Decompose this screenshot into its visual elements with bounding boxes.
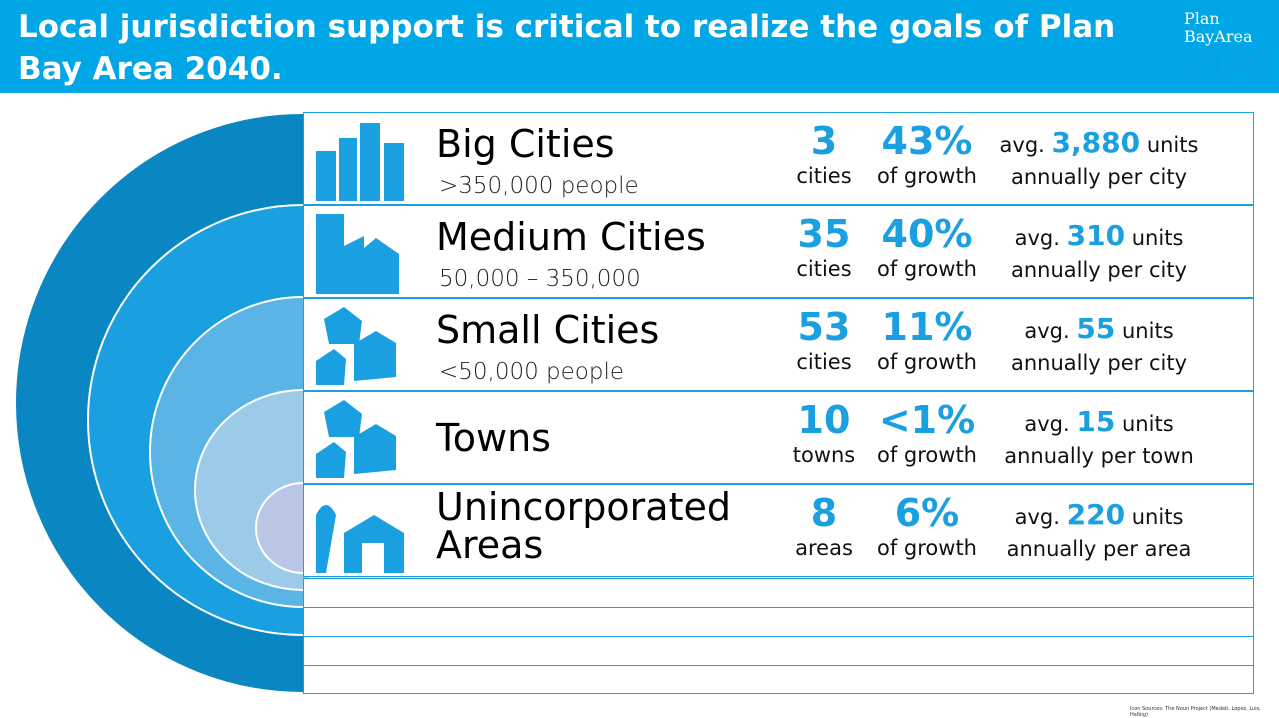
avg-unit: units — [1131, 226, 1184, 250]
logo-line: 2040 — [1184, 44, 1271, 84]
share: 6% of growth — [867, 491, 987, 561]
count: 10 towns — [774, 398, 874, 468]
count: 8 areas — [774, 491, 874, 561]
empty-row — [303, 665, 1254, 694]
avg-prefix: avg. — [1014, 226, 1060, 250]
share-value: 6% — [894, 491, 960, 535]
share-value: 40% — [881, 212, 973, 256]
share-label: of growth — [877, 536, 977, 560]
row-name: Medium Cities — [436, 215, 706, 259]
count: 35 cities — [774, 212, 874, 282]
share: 11% of growth — [867, 305, 987, 375]
logo-line: Plan — [1184, 9, 1220, 28]
count: 3 cities — [774, 119, 874, 189]
count-value: 10 — [797, 398, 851, 442]
avg-value: 310 — [1066, 219, 1126, 252]
empty-row — [303, 607, 1254, 637]
avg-line: avg. 3,880 units — [994, 127, 1204, 161]
avg-prefix: avg. — [1024, 412, 1070, 436]
avg-prefix: avg. — [999, 133, 1045, 157]
logo: Plan BayArea 2040 — [1184, 9, 1271, 84]
avg-unit: units — [1122, 319, 1174, 343]
count: 53 cities — [774, 305, 874, 375]
icon — [316, 123, 404, 201]
row: Big Cities >350,000 people 3 cities 43% of gr… — [303, 112, 1254, 205]
avg-label: annually per area — [1006, 537, 1192, 561]
row-subtitle: 50,000 – 350,000 — [439, 266, 641, 292]
footer: Icon Sources: The Noun Project (Medati, … — [1130, 706, 1261, 718]
count-label: areas — [795, 536, 853, 560]
row: Towns 10 towns <1% of growth avg. 15 units an… — [303, 391, 1254, 484]
average: avg. 15 units annually per town — [994, 406, 1204, 472]
average: avg. 220 units annually per area — [994, 499, 1204, 565]
count-value: 53 — [797, 305, 851, 349]
count-label: cities — [796, 350, 852, 374]
count-label: cities — [796, 257, 852, 281]
row-subtitle: >350,000 people — [439, 173, 639, 199]
share-label: of growth — [877, 164, 977, 188]
share-label: of growth — [877, 350, 977, 374]
row-name: Unincorporated Areas — [436, 485, 731, 567]
icon — [316, 400, 396, 478]
avg-unit: units — [1131, 505, 1184, 529]
avg-unit: units — [1146, 133, 1199, 157]
share: <1% of growth — [867, 398, 987, 468]
average: avg. 55 units annually per city — [994, 313, 1204, 379]
avg-line: avg. 55 units — [994, 313, 1204, 347]
header: Local jurisdiction support is critical t… — [0, 0, 1279, 93]
count-value: 3 — [810, 119, 838, 163]
avg-prefix: avg. — [1014, 505, 1060, 529]
row-subtitle: <50,000 people — [439, 359, 625, 385]
row-name: Small Cities — [436, 308, 660, 352]
avg-label: annually per town — [1004, 444, 1194, 468]
share-label: of growth — [877, 257, 977, 281]
arcs — [14, 112, 310, 694]
average: avg. 310 units annually per city — [994, 220, 1204, 286]
avg-value: 55 — [1076, 312, 1116, 345]
avg-label: annually per city — [1010, 351, 1188, 375]
row-name: Towns — [436, 416, 551, 460]
count-value: 8 — [810, 491, 838, 535]
share: 43% of growth — [867, 119, 987, 189]
count-label: cities — [796, 164, 852, 188]
title: Local jurisdiction support is critical t… — [18, 9, 1116, 87]
count-label: towns — [792, 443, 856, 467]
avg-label: annually per city — [1010, 258, 1188, 282]
share: 40% of growth — [867, 212, 987, 282]
empty-row — [303, 636, 1254, 666]
share-value: 11% — [881, 305, 973, 349]
avg-prefix: avg. — [1024, 319, 1070, 343]
empty-row — [303, 578, 1254, 608]
avg-value: 3,880 — [1051, 126, 1141, 159]
avg-value: 15 — [1076, 405, 1116, 438]
icon — [316, 505, 404, 573]
row-name: Big Cities — [436, 122, 615, 166]
avg-value: 220 — [1066, 498, 1126, 531]
count-value: 35 — [797, 212, 851, 256]
avg-unit: units — [1122, 412, 1174, 436]
share-value: 43% — [881, 119, 973, 163]
avg-line: avg. 310 units — [994, 220, 1204, 254]
avg-line: avg. 220 units — [994, 499, 1204, 533]
average: avg. 3,880 units annually per city — [994, 127, 1204, 193]
row: Medium Cities 50,000 – 350,000 35 cities 40%… — [303, 205, 1254, 298]
avg-line: avg. 15 units — [994, 406, 1204, 440]
row: Unincorporated Areas 8 areas 6% of growth avg… — [303, 484, 1254, 577]
share-value: <1% — [878, 398, 976, 442]
row: Small Cities <50,000 people 53 cities 11% of … — [303, 298, 1254, 391]
logo-line: BayArea — [1184, 27, 1253, 46]
share-label: of growth — [877, 443, 977, 467]
icon — [316, 307, 396, 385]
icon — [316, 214, 399, 294]
avg-label: annually per city — [1010, 165, 1188, 189]
